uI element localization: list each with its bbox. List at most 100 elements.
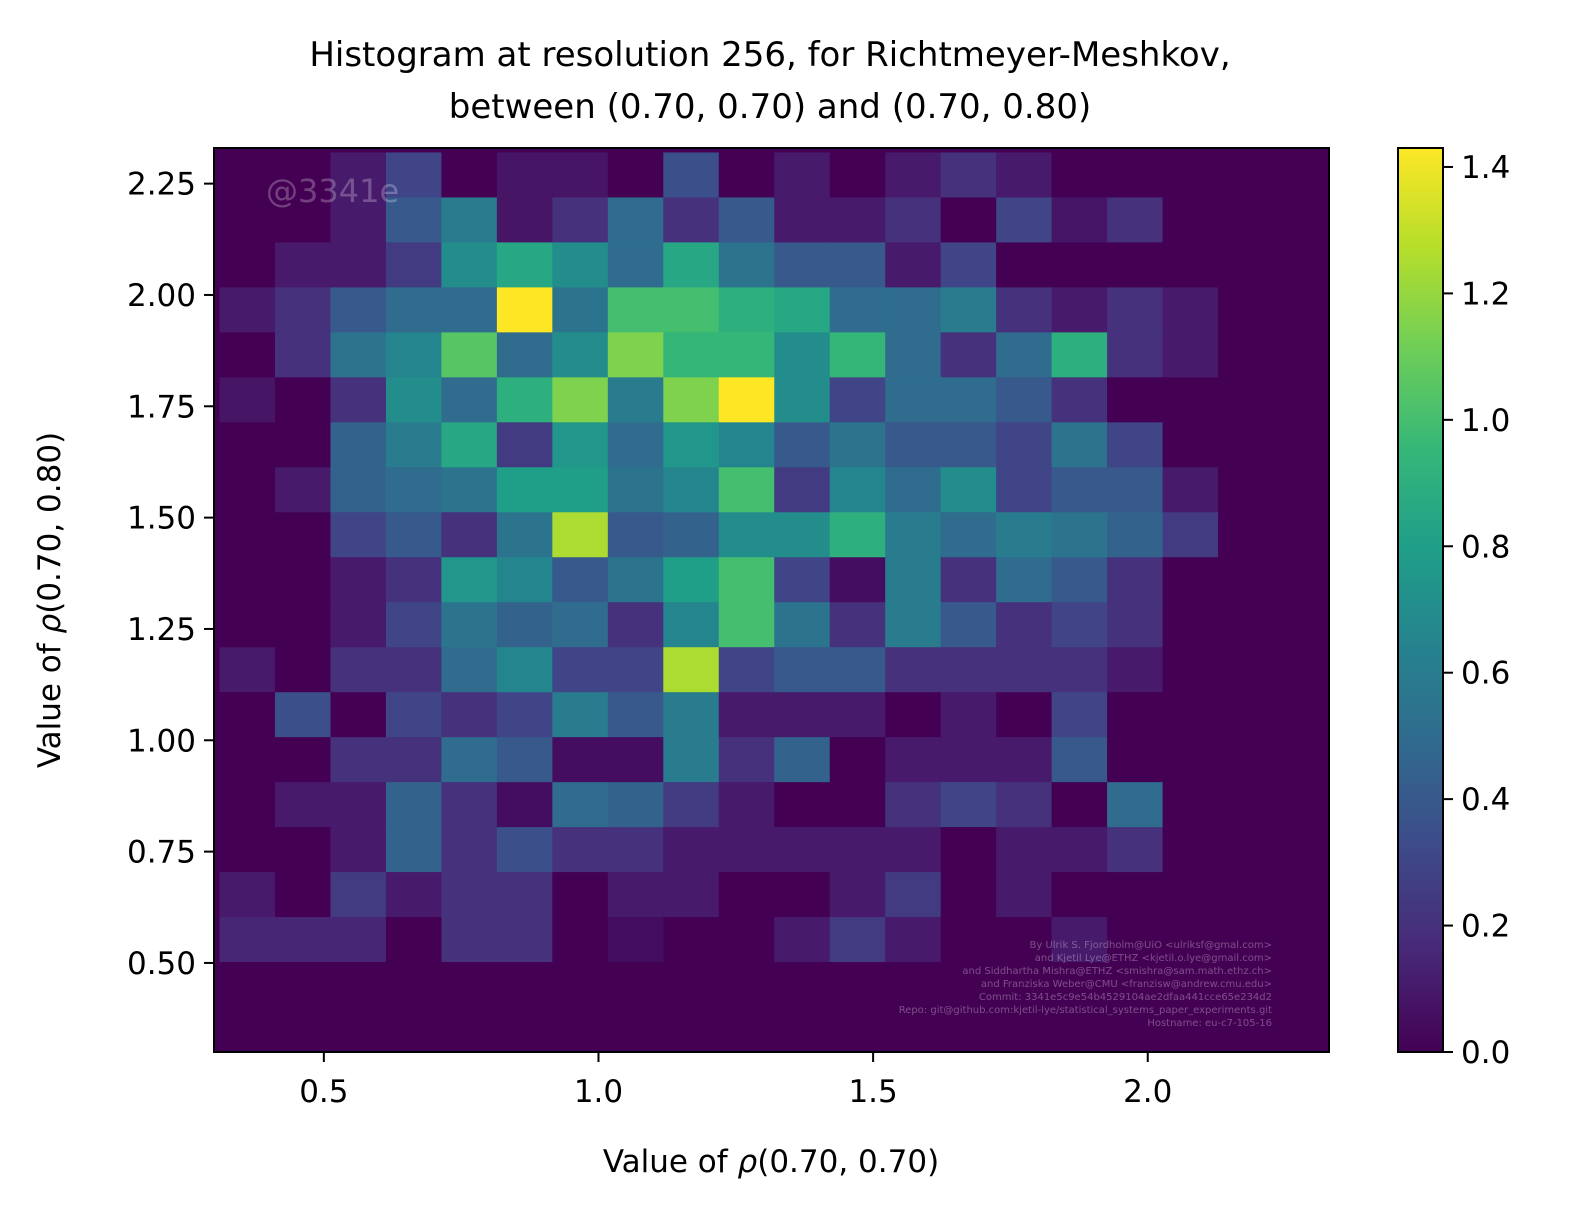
- heatmap-cell: [774, 287, 831, 333]
- heatmap-cell: [552, 242, 609, 288]
- heatmap-cell: [1273, 782, 1330, 828]
- heatmap-cell: [829, 377, 886, 423]
- heatmap-cell: [496, 287, 553, 333]
- heatmap-cell: [940, 422, 997, 468]
- heatmap-cell: [552, 917, 609, 963]
- heatmap-cell: [219, 737, 276, 783]
- heatmap-cell: [1218, 242, 1275, 288]
- heatmap-cell: [1162, 737, 1219, 783]
- heatmap-cell: [1107, 782, 1164, 828]
- heatmap-cell: [885, 467, 942, 513]
- credit-line: and Franziska Weber@CMU <franzisw@andrew…: [981, 979, 1272, 990]
- heatmap-cell: [718, 242, 775, 288]
- heatmap-cell: [219, 197, 276, 244]
- heatmap-cell: [607, 917, 664, 963]
- heatmap-cell: [1273, 647, 1330, 693]
- heatmap-cell: [607, 872, 664, 918]
- heatmap-cell: [552, 377, 609, 423]
- heatmap-cell: [940, 782, 997, 828]
- heatmap-cell: [774, 512, 831, 558]
- heatmap-cell: [829, 512, 886, 558]
- heatmap-cell: [996, 737, 1053, 783]
- heatmap-cell: [718, 692, 775, 738]
- heatmap-cell: [1273, 692, 1330, 738]
- heatmap-cell: [1218, 287, 1275, 333]
- heatmap-cell: [441, 737, 498, 783]
- heatmap-cell: [1107, 1007, 1164, 1053]
- heatmap-cell: [1162, 467, 1219, 513]
- heatmap-cell: [219, 287, 276, 333]
- heatmap-cell: [774, 782, 831, 828]
- x-tick-label: 1.0: [574, 1074, 623, 1110]
- heatmap-cell: [441, 917, 498, 963]
- heatmap-cell: [330, 962, 387, 1008]
- colorbar-tick-label: 0.4: [1461, 782, 1510, 818]
- heatmap-cell: [829, 1007, 886, 1053]
- heatmap-cell: [1218, 917, 1275, 963]
- heatmap-cell: [1107, 917, 1164, 963]
- heatmap-cell: [219, 647, 276, 693]
- heatmap-cell: [1107, 197, 1164, 244]
- heatmap-cell: [718, 962, 775, 1008]
- heatmap-cell: [663, 557, 720, 603]
- heatmap-cell: [996, 242, 1053, 288]
- heatmap-cell: [607, 332, 664, 378]
- heatmap-cell: [274, 647, 332, 693]
- heatmap-cell: [496, 602, 553, 648]
- heatmap-cell: [330, 197, 387, 244]
- heatmap-cell: [552, 782, 609, 828]
- heatmap-cell: [829, 152, 886, 199]
- heatmap-cell: [1107, 602, 1164, 648]
- heatmap-cell: [274, 152, 332, 199]
- heatmap-cell: [1051, 1007, 1108, 1053]
- heatmap-cell: [1107, 872, 1164, 918]
- heatmap-cell: [774, 377, 831, 423]
- heatmap-cell: [940, 197, 997, 244]
- heatmap-cell: [829, 737, 886, 783]
- heatmap-cell: [1107, 287, 1164, 333]
- heatmap-cell: [441, 692, 498, 738]
- credit-line: and Kjetil Lye@ETHZ <kjetil.o.lye@gmail.…: [1035, 953, 1272, 964]
- heatmap-cell: [996, 872, 1053, 918]
- heatmap-cell: [774, 647, 831, 693]
- heatmap-cell: [996, 467, 1053, 513]
- heatmap-cell: [219, 962, 276, 1008]
- heatmap-cell: [718, 467, 775, 513]
- heatmap-cell: [552, 512, 609, 558]
- y-tick-label: 0.50: [127, 946, 196, 982]
- heatmap-cell: [274, 602, 332, 648]
- heatmap-cell: [607, 242, 664, 288]
- heatmap-cell: [274, 422, 332, 468]
- heatmap-cell: [441, 467, 498, 513]
- heatmap-cell: [219, 422, 276, 468]
- heatmap-cell: [1273, 242, 1330, 288]
- heatmap-cell: [718, 737, 775, 783]
- heatmap-cell: [330, 557, 387, 603]
- heatmap-cell: [885, 782, 942, 828]
- x-tick-label: 2.0: [1123, 1074, 1172, 1110]
- chart-subtitle: between (0.70, 0.70) and (0.70, 0.80): [449, 87, 1092, 127]
- heatmap-cell: [441, 242, 498, 288]
- heatmap-cell: [441, 1007, 498, 1053]
- heatmap-cell: [1051, 242, 1108, 288]
- heatmap-cell: [1273, 602, 1330, 648]
- heatmap-cell: [885, 1007, 942, 1053]
- heatmap-cell: [385, 827, 442, 873]
- x-tick-label: 1.5: [848, 1074, 897, 1110]
- heatmap-cell: [1218, 152, 1275, 199]
- heatmap-cell: [774, 332, 831, 378]
- y-tick-label: 2.25: [127, 167, 196, 203]
- heatmap-cell: [1051, 692, 1108, 738]
- heatmap-cell: [274, 917, 332, 963]
- heatmap-cell: [552, 467, 609, 513]
- heatmap-cell: [940, 467, 997, 513]
- heatmap-cell: [1162, 287, 1219, 333]
- heatmap-cell: [385, 692, 442, 738]
- heatmap-cell: [1162, 782, 1219, 828]
- heatmap-cell: [274, 242, 332, 288]
- heatmap-cell: [996, 512, 1053, 558]
- heatmap-cell: [441, 557, 498, 603]
- heatmap-cell: [885, 287, 942, 333]
- heatmap-cell: [1107, 152, 1164, 199]
- heatmap-cell: [1107, 737, 1164, 783]
